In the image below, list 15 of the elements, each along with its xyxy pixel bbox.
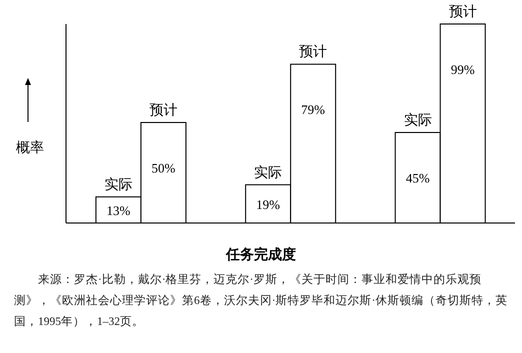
text: 预计 (448, 5, 477, 20)
data-label: 13% (106, 202, 131, 218)
source-note: 来源：罗杰·比勒，戴尔·格里芬，迈克尔·罗斯，《关于时间：事业和爱情中的乐观预测》，《欧洲社会心理学评论》第6卷，沃尔夫冈·斯特罗毕和迈尔斯·休斯顿编（奇切斯特，英国，1995年），1–32页。 (14, 272, 508, 330)
text: 实际 (254, 166, 282, 181)
data-label: 45% (406, 170, 430, 186)
data-label: 19% (256, 196, 280, 212)
text: 实际 (404, 114, 432, 129)
series-label: 预计 (149, 102, 178, 118)
series-label: 实际 (104, 176, 132, 193)
x-axis-title: 任务完成度 (224, 246, 297, 264)
text: 预计 (299, 45, 328, 60)
data-label: 99% (450, 62, 475, 77)
data-label: 50% (152, 160, 176, 176)
data-label: 79% (301, 102, 326, 118)
y-axis-title: 概率 (16, 139, 44, 157)
